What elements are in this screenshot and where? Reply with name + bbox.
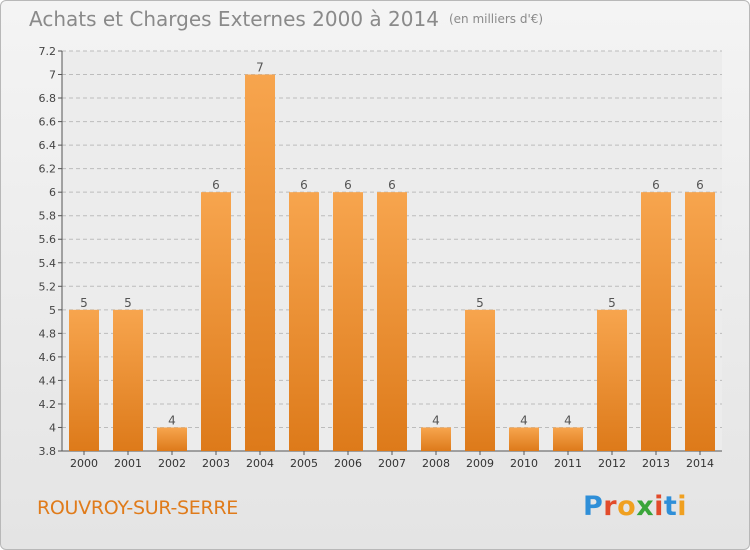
- bar-2012: [597, 309, 627, 451]
- y-tick-label: 6.2: [39, 163, 57, 176]
- bar-2006: [333, 192, 363, 452]
- bar-2000: [69, 309, 99, 451]
- data-label: 5: [124, 296, 132, 310]
- chart-title: Achats et Charges Externes 2000 à 2014 (e…: [29, 7, 543, 31]
- y-tick-label: 6.6: [39, 116, 57, 129]
- x-tick-label: 2013: [642, 457, 670, 470]
- y-tick-label: 6.4: [39, 139, 57, 152]
- x-tick-label: 2012: [598, 457, 626, 470]
- bar-2004: [245, 74, 275, 451]
- y-tick-label: 5.4: [39, 257, 57, 270]
- y-tick-label: 4.8: [39, 327, 57, 340]
- data-label: 5: [608, 296, 616, 310]
- y-tick-label: 5: [49, 304, 56, 317]
- data-label: 6: [300, 178, 308, 192]
- x-tick-label: 2010: [510, 457, 538, 470]
- bar-2001: [113, 309, 143, 451]
- y-tick-label: 4.6: [39, 351, 57, 364]
- logo-letter: i: [677, 491, 688, 522]
- data-label: 7: [256, 61, 264, 75]
- bar-2003: [201, 192, 231, 452]
- y-tick-label: 6.8: [39, 92, 57, 105]
- y-tick-label: 7.2: [39, 45, 57, 58]
- data-label: 6: [388, 178, 396, 192]
- logo-letter: o: [617, 491, 637, 522]
- bar-2005: [289, 192, 319, 452]
- bar-2008: [421, 427, 451, 451]
- x-tick-label: 2008: [422, 457, 450, 470]
- data-label: 6: [696, 178, 704, 192]
- bar-2007: [377, 192, 407, 452]
- x-tick-label: 2006: [334, 457, 362, 470]
- logo-letter: x: [636, 491, 655, 522]
- data-label: 4: [168, 413, 176, 427]
- bar-2014: [685, 192, 715, 452]
- x-tick-label: 2004: [246, 457, 274, 470]
- y-tick-label: 5.6: [39, 233, 57, 246]
- logo-letter: t: [663, 491, 678, 522]
- logo-letter: i: [654, 491, 664, 522]
- y-tick-label: 4.2: [39, 398, 57, 411]
- x-tick-label: 2007: [378, 457, 406, 470]
- data-label: 4: [432, 413, 440, 427]
- x-tick-label: 2003: [202, 457, 230, 470]
- data-label: 5: [476, 296, 484, 310]
- x-tick-label: 2011: [554, 457, 582, 470]
- data-label: 6: [652, 178, 660, 192]
- x-tick-label: 2000: [70, 457, 98, 470]
- chart-unit: (en milliers d'€): [448, 12, 544, 26]
- logo-letter: P: [583, 491, 604, 522]
- y-tick-label: 7: [49, 69, 56, 82]
- x-tick-label: 2005: [290, 457, 318, 470]
- y-tick-label: 3.8: [39, 445, 57, 458]
- chart-title-text: Achats et Charges Externes 2000 à 2014: [29, 7, 439, 31]
- x-tick-label: 2014: [686, 457, 714, 470]
- data-label: 5: [80, 296, 88, 310]
- x-tick-label: 2009: [466, 457, 494, 470]
- bar-2002: [157, 427, 187, 451]
- bar-2009: [465, 309, 495, 451]
- y-tick-label: 6: [49, 186, 56, 199]
- x-tick-label: 2001: [114, 457, 142, 470]
- data-label: 6: [212, 178, 220, 192]
- y-tick-label: 4: [49, 421, 56, 434]
- x-tick-label: 2002: [158, 457, 186, 470]
- y-tick-label: 4.4: [39, 374, 57, 387]
- y-tick-label: 5.2: [39, 280, 57, 293]
- data-label: 4: [520, 413, 528, 427]
- proxiti-logo: Proxiti: [583, 491, 687, 522]
- data-label: 6: [344, 178, 352, 192]
- commune-name: ROUVROY-SUR-SERRE: [37, 497, 239, 519]
- data-label: 4: [564, 413, 572, 427]
- bar-2011: [553, 427, 583, 451]
- bar-2013: [641, 192, 671, 452]
- logo-letter: r: [603, 491, 618, 522]
- y-tick-label: 5.8: [39, 210, 57, 223]
- bar-2010: [509, 427, 539, 451]
